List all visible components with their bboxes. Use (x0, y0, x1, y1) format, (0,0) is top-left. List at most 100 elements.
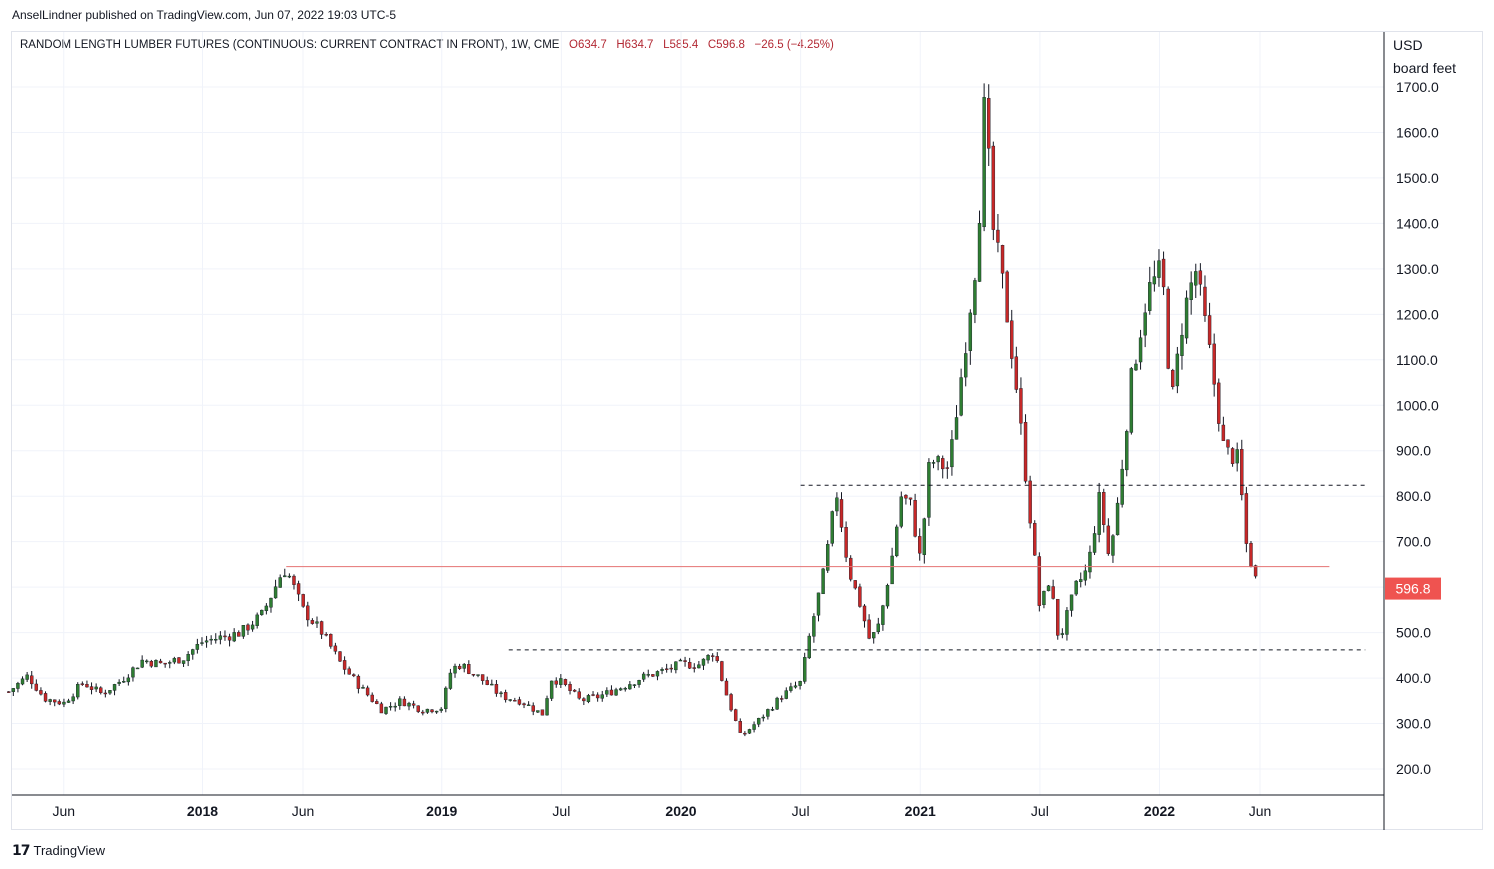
candle-up (204, 640, 209, 643)
footer-brand[interactable]: 𝟭𝟳 TradingView (12, 842, 105, 859)
candle-up (655, 671, 660, 677)
candle-down (310, 620, 315, 624)
candle-down (1028, 480, 1032, 524)
y-tick-label: 1000.0 (1396, 397, 1439, 413)
candle-up (931, 462, 936, 464)
candle-up (701, 658, 706, 666)
candle-down (503, 692, 508, 701)
candle-up (752, 724, 756, 730)
candle-down (568, 684, 572, 691)
candle-up (600, 694, 604, 699)
candle-up (641, 673, 646, 680)
candle-down (779, 698, 784, 700)
candle-down (53, 699, 57, 703)
candle-down (99, 687, 103, 693)
candle-down (223, 635, 227, 638)
y-tick-label: 1200.0 (1396, 306, 1439, 322)
candle-down (301, 594, 305, 607)
candle-down (844, 527, 848, 558)
candle-up (1097, 492, 1101, 535)
candle-down (1244, 493, 1249, 544)
candle-up (761, 716, 765, 719)
candle-up (660, 669, 664, 671)
candle-up (756, 717, 761, 725)
x-tick-label: Jul (1031, 803, 1049, 819)
candle-down (609, 689, 614, 696)
candle-up (1175, 353, 1180, 387)
candle-up (393, 705, 397, 708)
candle-up (895, 526, 899, 557)
candle-down (1230, 448, 1235, 464)
candle-down (7, 691, 11, 693)
candle-down (572, 689, 577, 692)
candle-down (421, 711, 425, 714)
candle-down (853, 580, 857, 589)
grid-layer (12, 32, 1384, 795)
candle-up (1065, 610, 1069, 635)
candle-up (20, 678, 25, 685)
candle-down (1161, 258, 1166, 288)
candle-down (457, 665, 462, 669)
candle-down (720, 661, 724, 681)
candle-up (209, 638, 213, 641)
candle-up (287, 575, 292, 578)
candle-down (338, 651, 342, 662)
candle-down (683, 660, 687, 662)
candle-down (356, 675, 361, 689)
candle-up (618, 688, 623, 691)
candle-down (471, 673, 476, 676)
candle-up (434, 710, 439, 713)
candle-up (232, 632, 236, 642)
candle-up (1129, 368, 1134, 433)
candle-down (991, 145, 996, 230)
candle-up (140, 659, 144, 668)
candle-down (1221, 424, 1226, 441)
candle-up (384, 706, 388, 714)
candle-down (1171, 370, 1175, 388)
y-tick-label: 1700.0 (1396, 79, 1439, 95)
candle-up (927, 462, 931, 518)
candle-down (1014, 356, 1019, 390)
candle-up (697, 664, 701, 669)
candle-up (361, 687, 365, 689)
chart-frame[interactable] (11, 31, 1483, 830)
candle-down (370, 694, 374, 702)
candle-up (982, 97, 986, 228)
candle-up (1092, 533, 1097, 553)
candle-down (416, 705, 420, 712)
candle-down (1033, 523, 1037, 556)
candle-up (1060, 633, 1065, 635)
candle-down (237, 632, 241, 637)
x-tick-label: 2020 (665, 803, 696, 819)
y-tick-label: 1300.0 (1396, 261, 1439, 277)
candle-down (1010, 320, 1014, 359)
candle-up (586, 695, 591, 702)
candle-up (112, 684, 117, 691)
candle-up (1042, 590, 1046, 606)
candle-up (802, 657, 807, 682)
candle-down (494, 684, 499, 694)
candle-up (448, 672, 453, 689)
candle-down (867, 619, 871, 639)
x-tick-label: 2018 (187, 803, 218, 819)
candle-up (1125, 431, 1129, 471)
legend-high: H634.7 (616, 39, 654, 51)
candle-down (103, 692, 108, 695)
candle-up (66, 700, 71, 703)
candle-up (1148, 282, 1152, 311)
y-tick-label: 1600.0 (1396, 124, 1439, 140)
candle-up (789, 686, 793, 691)
candle-up (1069, 594, 1074, 611)
candle-up (145, 660, 149, 663)
candle-up (218, 635, 223, 640)
candle-down (485, 680, 489, 685)
candle-up (628, 684, 632, 690)
candle-down (724, 680, 729, 696)
candle-down (531, 705, 535, 712)
x-tick-label: 2022 (1144, 803, 1175, 819)
candle-up (798, 681, 802, 686)
candle-up (398, 698, 402, 706)
candle-up (872, 632, 876, 639)
candle-up (200, 642, 204, 644)
